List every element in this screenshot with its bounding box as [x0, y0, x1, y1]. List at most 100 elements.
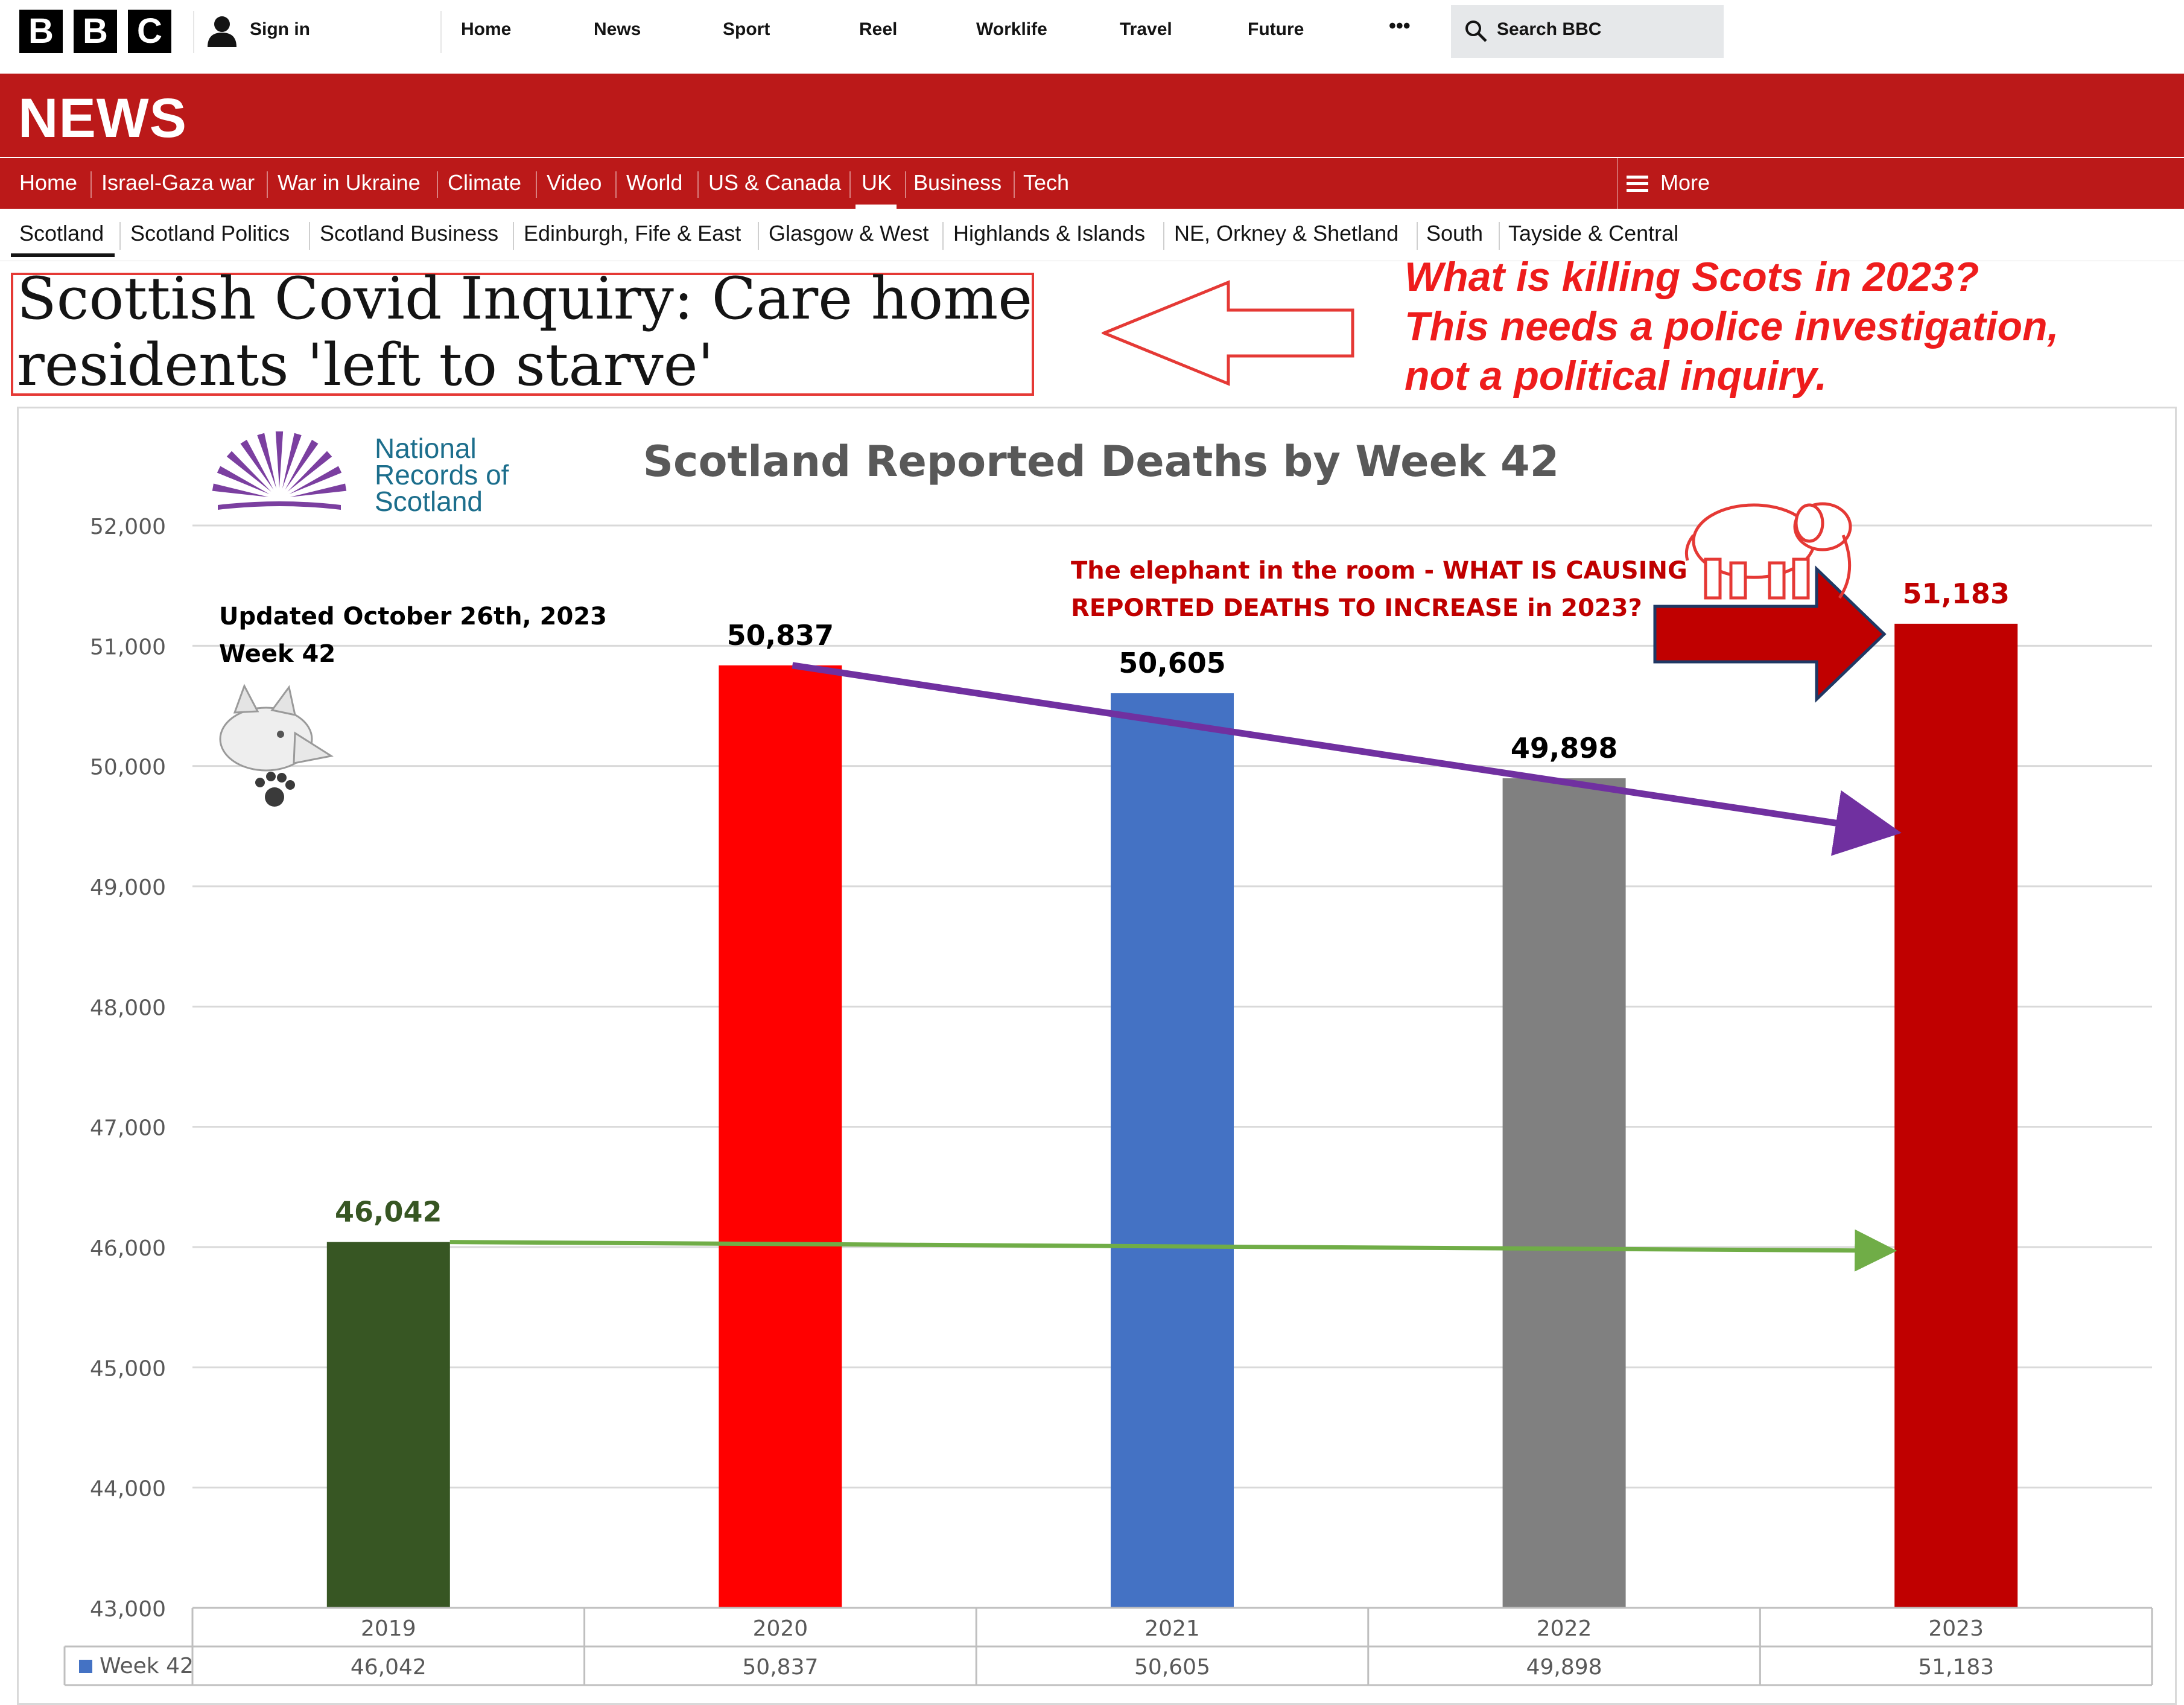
x-tick-label: 2023	[1928, 1616, 1984, 1641]
value-label-2019: 46,042	[335, 1196, 442, 1228]
table-value-cell: 49,898	[1526, 1655, 1602, 1680]
nrs-fan-leaf	[226, 451, 271, 492]
table-value-cell: 50,837	[742, 1655, 818, 1680]
bbc-logo-letter[interactable]: B	[74, 10, 117, 53]
news-nav-video[interactable]: Video	[547, 170, 602, 195]
search-placeholder: Search BBC	[1497, 19, 1602, 39]
y-tick-label: 49,000	[90, 875, 166, 900]
nrs-logo-line-1: National	[375, 433, 477, 464]
nrs-fan-leaf	[275, 431, 284, 488]
region-nav-edinburgh[interactable]: Edinburgh, Fife & East	[524, 221, 741, 246]
arrow-left-icon	[1102, 280, 1354, 386]
news-nav-us-canada[interactable]: US & Canada	[708, 170, 842, 195]
sign-in-link[interactable]: Sign in	[250, 19, 310, 39]
nav-future[interactable]: Future	[1248, 19, 1304, 39]
deaths-bar-chart: National Records of Scotland Scotland Re…	[63, 431, 2153, 1686]
table-value-cell: 51,183	[1918, 1655, 1994, 1680]
region-nav-tayside[interactable]: Tayside & Central	[1508, 221, 1679, 246]
elephant-note-line-1: The elephant in the room - WHAT IS CAUSI…	[1071, 557, 1687, 585]
y-tick-label: 48,000	[90, 995, 166, 1020]
nrs-fan-leaf	[287, 451, 332, 492]
nav-home[interactable]: Home	[461, 19, 512, 39]
headline-line-2: residents 'left to starve'	[17, 331, 714, 399]
news-nav-uk[interactable]: UK	[862, 170, 892, 195]
nrs-fan-leaf	[290, 483, 347, 497]
y-tick-label: 43,000	[90, 1597, 166, 1622]
table-value-cell: 50,605	[1134, 1655, 1210, 1680]
region-nav-highlands[interactable]: Highlands & Islands	[953, 221, 1146, 246]
bar-2022	[1502, 778, 1626, 1608]
commentary-line-1: What is killing Scots in 2023?	[1405, 254, 1979, 300]
trend-arrows	[449, 662, 1902, 1272]
region-nav-business[interactable]: Scotland Business	[320, 221, 499, 246]
news-title[interactable]: NEWS	[18, 87, 187, 149]
value-labels: 46,042 50,837 50,605 49,898 51,183	[335, 577, 2010, 1228]
commentary-line-3: not a political inquiry.	[1405, 353, 1827, 399]
menu-icon[interactable]	[1625, 171, 1649, 195]
nrs-logo-line-2: Records of	[375, 459, 509, 491]
nrs-fan-leaf	[240, 439, 274, 490]
region-nav-glasgow[interactable]: Glasgow & West	[769, 221, 929, 246]
y-tick-label: 50,000	[90, 755, 166, 780]
region-nav-politics[interactable]: Scotland Politics	[130, 221, 290, 246]
bar-2023	[1894, 623, 2018, 1608]
news-banner: NEWS	[0, 74, 2184, 157]
more-menu-icon[interactable]: •••	[1389, 14, 1411, 37]
news-nav-ukraine[interactable]: War in Ukraine	[278, 170, 421, 195]
green-trend-arrow	[449, 1229, 1897, 1272]
news-nav-home[interactable]: Home	[19, 170, 78, 195]
x-tick-label: 2022	[1537, 1616, 1592, 1641]
nav-news[interactable]: News	[594, 19, 641, 39]
y-tick-label: 51,000	[90, 635, 166, 659]
article-headline[interactable]: Scottish Covid Inquiry: Care home reside…	[17, 265, 1043, 398]
news-nav-more[interactable]: More	[1660, 170, 1710, 195]
value-label-2021: 50,605	[1119, 647, 1226, 679]
news-nav-business[interactable]: Business	[913, 170, 1002, 195]
nav-worklife[interactable]: Worklife	[976, 19, 1047, 39]
region-nav-ne-orkney[interactable]: NE, Orkney & Shetland	[1174, 221, 1399, 246]
active-tab-indicator	[856, 205, 897, 209]
news-nav-tech[interactable]: Tech	[1023, 170, 1070, 195]
y-axis-labels: 43,000 44,000 45,000 46,000 47,000 48,000 49,0…	[90, 515, 166, 1622]
elephant-note-line-2: REPORTED DEATHS TO INCREASE in 2023?	[1071, 594, 1642, 622]
bars	[326, 623, 2018, 1608]
active-region-indicator	[11, 253, 115, 257]
y-tick-label: 52,000	[90, 515, 166, 539]
data-table: 2019 46,042 2020 50,837 2021 50,605 2022 49,898…	[63, 1607, 2153, 1686]
chart-title: Scotland Reported Deaths by Week 42	[643, 437, 1560, 486]
region-nav-scotland[interactable]: Scotland	[19, 221, 104, 246]
value-label-2023: 51,183	[1902, 577, 2010, 610]
x-tick-label: 2019	[361, 1616, 416, 1641]
value-label-2020: 50,837	[727, 619, 834, 652]
elephant-icon	[1684, 502, 1852, 600]
nrs-fan-leaf	[212, 483, 269, 497]
search-box[interactable]: Search BBC	[1451, 5, 1724, 58]
region-nav-south[interactable]: South	[1426, 221, 1484, 246]
nrs-fan-leaf	[257, 433, 277, 489]
headline-highlight-box	[11, 273, 1034, 396]
nav-travel[interactable]: Travel	[1120, 19, 1172, 39]
commentary-text: What is killing Scots in 2023? This need…	[1405, 252, 2177, 401]
nrs-logo: National Records of Scotland	[212, 431, 509, 517]
bar-2021	[1111, 693, 1234, 1608]
legend-key-icon	[79, 1660, 92, 1673]
nrs-fan-icon	[212, 431, 347, 510]
commentary-line-2: This needs a police investigation,	[1405, 303, 2059, 349]
value-label-2022: 49,898	[1511, 732, 1618, 764]
user-icon[interactable]	[204, 13, 240, 49]
nrs-logo-line-3: Scotland	[375, 486, 483, 517]
region-nav: Scotland Scotland Politics Scotland Busi…	[0, 211, 2184, 261]
y-tick-label: 46,000	[90, 1236, 166, 1261]
search-icon	[1463, 18, 1490, 45]
bbc-logo-letter[interactable]: C	[128, 10, 171, 53]
purple-trend-arrow	[792, 662, 1902, 856]
nav-sport[interactable]: Sport	[723, 19, 770, 39]
bbc-logo-letter[interactable]: B	[19, 10, 63, 53]
nrs-fan-leaf	[289, 466, 342, 495]
news-nav-climate[interactable]: Climate	[448, 170, 522, 195]
news-nav-israel-gaza[interactable]: Israel-Gaza war	[101, 170, 255, 195]
x-tick-label: 2021	[1144, 1616, 1200, 1641]
nrs-fan-leaf	[282, 433, 302, 489]
nav-reel[interactable]: Reel	[859, 19, 898, 39]
news-nav-world[interactable]: World	[626, 170, 683, 195]
